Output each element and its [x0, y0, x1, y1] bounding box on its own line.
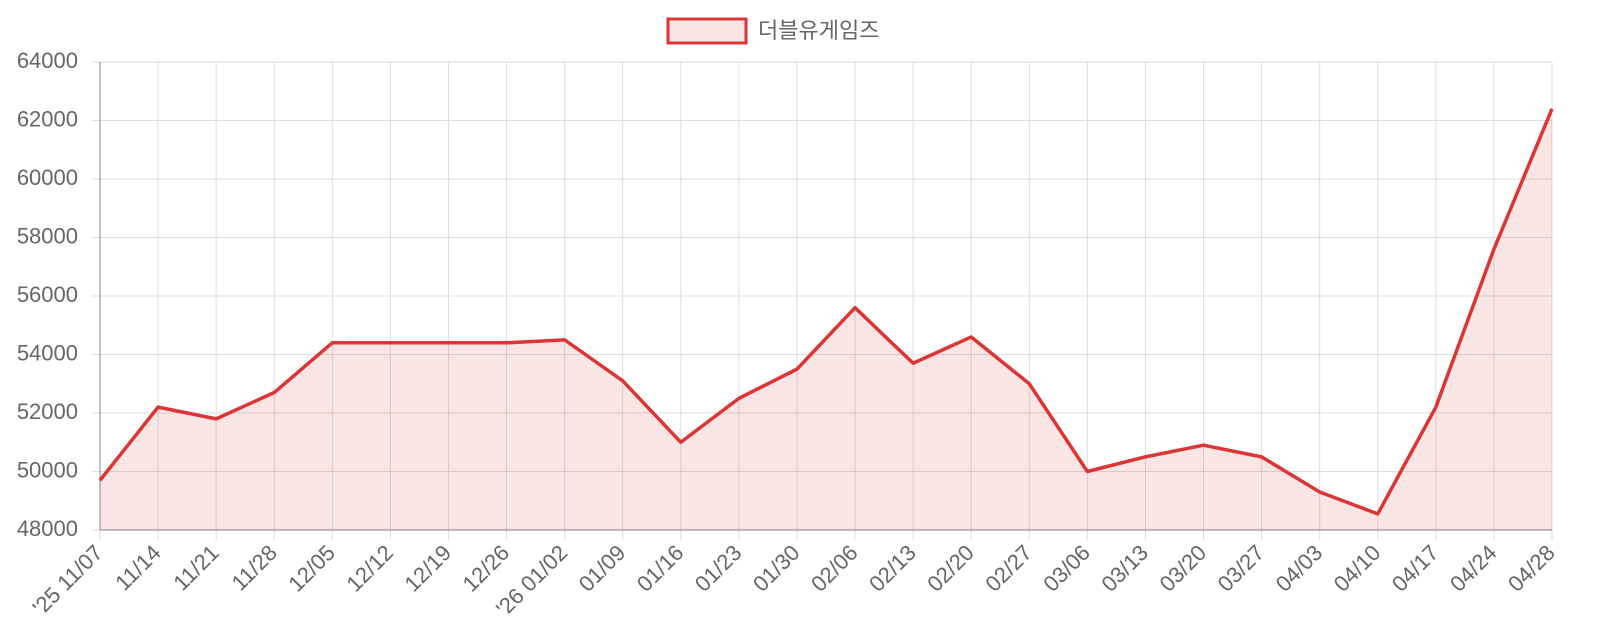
x-tick-label: 02/27	[980, 540, 1037, 597]
x-tick-label: 04/03	[1271, 540, 1328, 597]
x-tick-label: 12/05	[283, 540, 340, 597]
x-tick-label: 04/28	[1503, 540, 1560, 597]
x-tick-label: 04/10	[1329, 540, 1386, 597]
line	[98, 108, 1554, 516]
area	[100, 108, 1552, 531]
x-tick-label: 03/06	[1038, 540, 1095, 597]
legend-swatch	[666, 17, 748, 45]
y-tick-label: 52000	[17, 399, 78, 424]
x-tick-label: 11/14	[110, 540, 165, 595]
x-tick-label: 01/30	[748, 540, 805, 597]
x-tick-label: 03/13	[1096, 540, 1153, 597]
x-tick-label: 04/17	[1387, 540, 1444, 597]
x-tick-label: 11/28	[226, 540, 281, 595]
x-tick-label: 11/21	[168, 540, 223, 595]
x-tick-label: 01/16	[632, 540, 689, 597]
x-tick-label: 04/24	[1445, 540, 1502, 597]
y-tick-label: 54000	[17, 340, 78, 365]
x-tick-label: 01/09	[574, 540, 631, 597]
y-tick-label: 62000	[17, 106, 78, 131]
y-tick-label: 58000	[17, 223, 78, 248]
x-tick-label: 02/06	[806, 540, 863, 597]
legend-label: 더블유게임즈	[758, 18, 879, 43]
x-tick-label: 12/19	[400, 540, 457, 597]
x-tick-label: 02/13	[864, 540, 921, 597]
x-tick-label: 12/12	[341, 540, 398, 597]
y-tick-label: 50000	[17, 457, 78, 482]
x-tick-label: 03/20	[1155, 540, 1212, 597]
y-tick-label: 64000	[17, 48, 78, 73]
x-tick-label: 03/27	[1213, 540, 1270, 597]
x-tick-label: 02/20	[922, 540, 979, 597]
y-tick-label: 60000	[17, 165, 78, 190]
x-tick-label: 01/23	[690, 540, 747, 597]
x-tick-label: '25 11/07	[28, 540, 108, 620]
y-tick-label: 48000	[17, 516, 78, 541]
y-tick-label: 56000	[17, 282, 78, 307]
